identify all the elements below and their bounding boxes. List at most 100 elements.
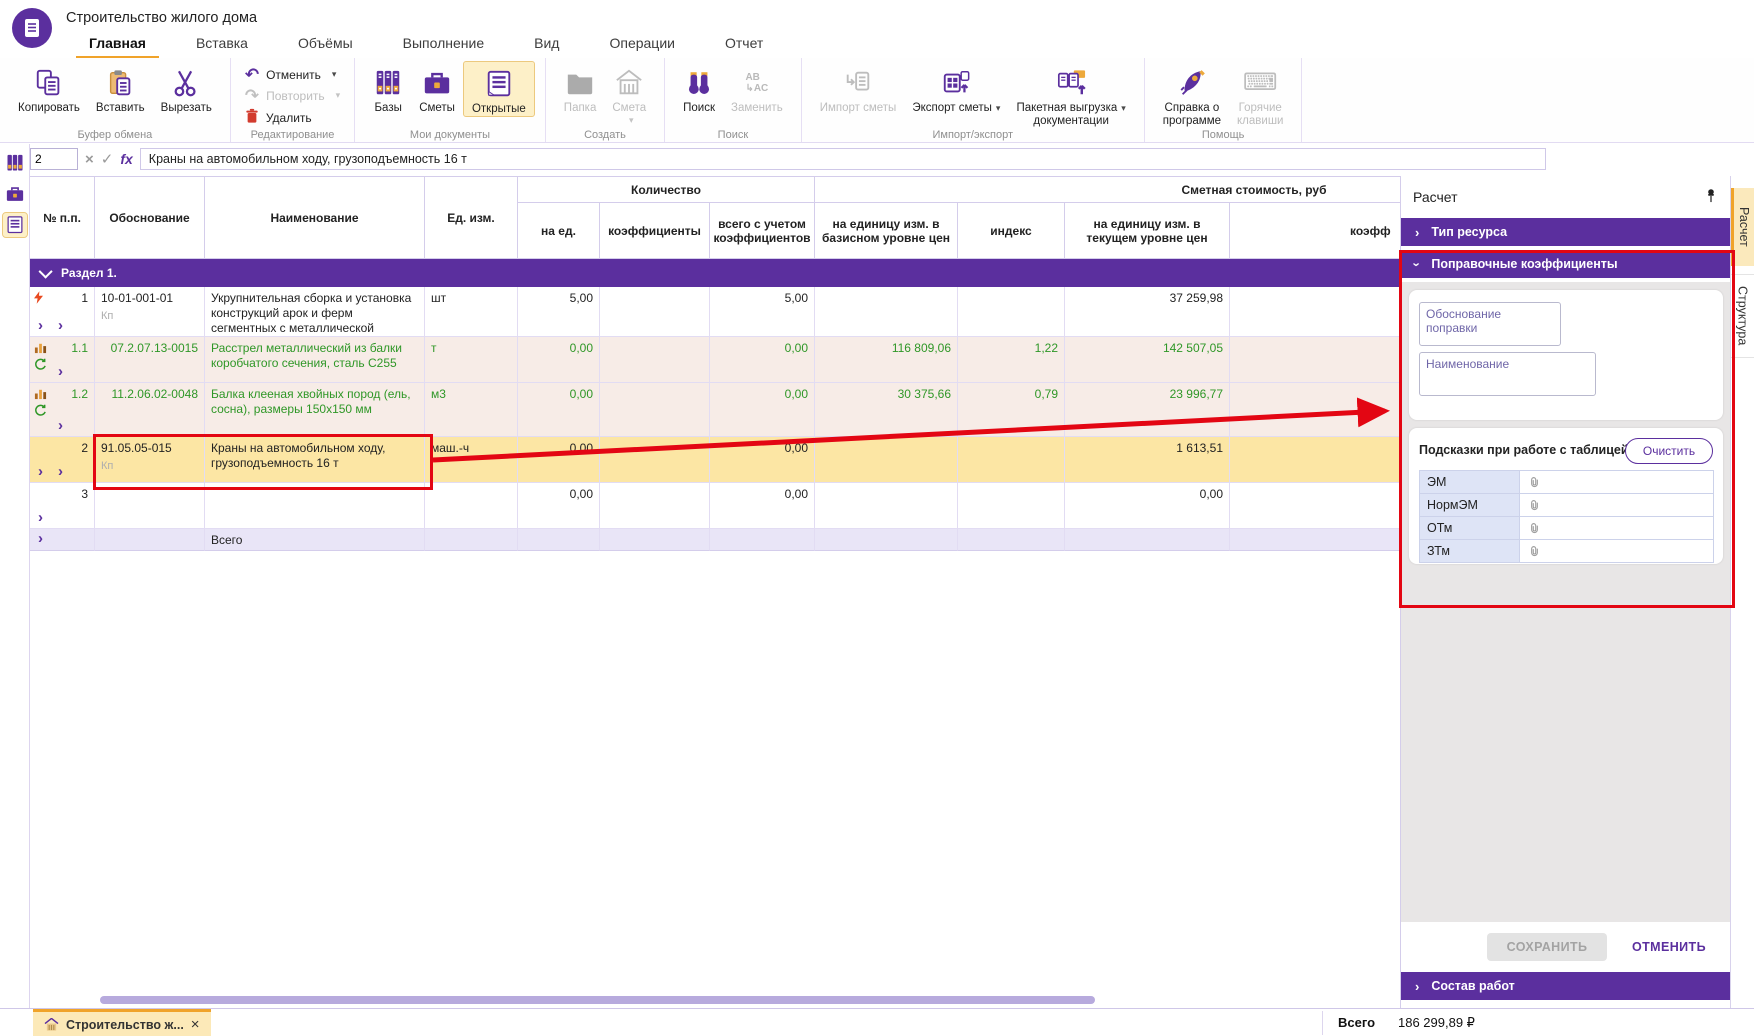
close-icon[interactable] [191,1016,200,1033]
help-button[interactable]: Справка о программе [1155,61,1229,128]
tab-operations[interactable]: Операции [584,30,700,58]
side-tab-calculation[interactable]: Расчет [1731,188,1754,266]
folder-button[interactable]: Папка [556,61,605,115]
undo-button[interactable]: ↶ Отменить [245,66,340,83]
bases-mini-icon[interactable] [3,151,27,175]
tab-volumes[interactable]: Объёмы [273,30,378,58]
help-label-line1: Справка о [1165,102,1220,115]
name-field[interactable]: Наименование [1419,352,1596,396]
expand-chevron-icon[interactable] [38,318,43,333]
section-collapse-icon[interactable] [39,265,53,279]
row-name[interactable]: Расстрел металлический из балки коробчат… [205,337,425,383]
col-header-name[interactable]: Наименование [205,177,425,259]
chevron-right-icon [1415,225,1419,240]
col-header-unit[interactable]: Ед. изм. [425,177,518,259]
col-header-cost-coeff[interactable]: коэфф [1230,203,1400,259]
side-tab-structure[interactable]: Структура [1731,274,1754,358]
panel-section-works[interactable]: Состав работ [1401,972,1731,1000]
col-header-qty-total[interactable]: всего с учетом коэффициентов [710,203,815,259]
batch-export-button[interactable]: Пакетная выгрузка документации [1008,61,1133,128]
hint-row[interactable]: ЗТм [1420,540,1714,563]
expand-chevron-icon[interactable] [38,531,43,546]
panel-section-coefficients[interactable]: Поправочные коэффициенты [1401,250,1730,278]
table-row[interactable]: 1.2 11.2.06.02-0048 Балка клееная хвойны… [30,383,1400,437]
tab-view[interactable]: Вид [509,30,584,58]
paperclip-icon [1528,545,1541,558]
col-header-cost-index[interactable]: индекс [958,203,1065,259]
table-row[interactable]: 1.1 07.2.07.13-0015 Расстрел металлическ… [30,337,1400,383]
row-name[interactable]: Краны на автомобильном ходу, грузоподъем… [205,437,425,483]
expand-chevron-icon[interactable] [58,318,63,333]
col-header-num[interactable]: № п.п. [30,177,95,259]
cancel-button[interactable]: ОТМЕНИТЬ [1619,933,1719,961]
col-header-qty-per[interactable]: на ед. [518,203,600,259]
undo-dropdown-icon[interactable] [332,69,337,80]
panel-section-resource-type[interactable]: Тип ресурса [1401,218,1730,246]
pin-icon[interactable] [1704,188,1718,206]
row-name[interactable]: Укрупнительная сборка и установка констр… [205,287,425,337]
search-button[interactable]: Поиск [675,61,723,115]
replace-button[interactable]: AB↳AC Заменить [723,61,791,115]
open-documents-mini-icon[interactable] [3,213,27,237]
tab-execution[interactable]: Выполнение [378,30,509,58]
expand-chevron-icon[interactable] [58,464,63,479]
hint-row-value[interactable] [1520,540,1714,563]
cut-icon [171,64,201,102]
cancel-edit-icon[interactable]: × [85,152,94,167]
expand-chevron-icon[interactable] [58,364,63,379]
row-number-input[interactable] [30,148,78,170]
fx-icon[interactable]: fx [120,151,132,167]
copy-button[interactable]: Копировать [10,61,88,115]
col-group-cost[interactable]: Сметная стоимость, руб [815,177,1400,203]
justification-field[interactable]: Обоснование поправки [1419,302,1561,346]
table-row-selected[interactable]: 2 91.05.05-015Кп Краны на автомобильном … [30,437,1400,483]
cut-button[interactable]: Вырезать [153,61,220,115]
tab-insert[interactable]: Вставка [171,30,273,58]
save-button[interactable]: СОХРАНИТЬ [1487,933,1607,961]
new-estimate-button[interactable]: Смета [604,61,654,126]
table-row[interactable]: 3 0,00 0,00 0,00 [30,483,1400,529]
row-code-note: Кп [101,460,198,474]
hint-row-value[interactable] [1520,494,1714,517]
col-header-qty-coeff[interactable]: коэффициенты [600,203,710,259]
col-header-cost-current[interactable]: на единицу изм. в текущем уровне цен [1065,203,1230,259]
formula-input[interactable] [140,148,1546,170]
col-group-quantity[interactable]: Количество [518,177,815,203]
chevron-right-icon [1415,979,1419,994]
table-total-row[interactable]: Всего [30,529,1400,551]
expand-chevron-icon[interactable] [38,510,43,525]
horizontal-scrollbar[interactable] [100,996,1095,1004]
hint-row[interactable]: ЭМ [1420,471,1714,494]
search-label: Поиск [683,102,715,115]
redo-button[interactable]: ↷ Повторить [245,87,340,104]
expand-chevron-icon[interactable] [58,418,63,433]
hint-row[interactable]: НормЭМ [1420,494,1714,517]
estimates-button[interactable]: Сметы [411,61,463,115]
open-documents-button[interactable]: Открытые [463,61,535,117]
bases-button[interactable]: Базы [365,61,411,115]
folder-icon [565,64,595,102]
hotkeys-button[interactable]: ⌨ Горячие клавиши [1229,61,1291,128]
batch-export-dropdown-icon[interactable] [1121,103,1126,113]
hint-row-value[interactable] [1520,517,1714,540]
export-estimate-button[interactable]: Экспорт сметы [904,61,1008,115]
document-tab[interactable]: Строительство ж... [33,1009,211,1036]
expand-chevron-icon[interactable] [38,464,43,479]
export-dropdown-icon[interactable] [996,103,1001,113]
tab-main[interactable]: Главная [64,30,171,58]
title-bar: Строительство жилого дома Главная Вставк… [0,0,1754,58]
confirm-edit-icon[interactable]: ✓ [101,152,114,167]
clear-button[interactable]: Очистить [1625,438,1713,464]
col-header-cost-base[interactable]: на единицу изм. в базисном уровне цен [815,203,958,259]
section-row[interactable]: Раздел 1. [30,259,1400,287]
delete-button[interactable]: Удалить [245,108,340,127]
import-estimate-button[interactable]: Импорт сметы [812,61,905,115]
hint-row[interactable]: ОТм [1420,517,1714,540]
table-row[interactable]: 1 10-01-001-01Кп Укрупнительная сборка и… [30,287,1400,337]
col-header-code[interactable]: Обоснование [95,177,205,259]
hint-row-value[interactable] [1520,471,1714,494]
paste-button[interactable]: Вставить [88,61,153,115]
estimates-mini-icon[interactable] [3,182,27,206]
row-name[interactable]: Балка клееная хвойных пород (ель, сосна)… [205,383,425,437]
tab-report[interactable]: Отчет [700,30,788,58]
